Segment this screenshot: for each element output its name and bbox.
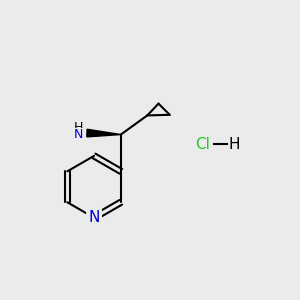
Text: N: N — [88, 210, 100, 225]
Text: N: N — [74, 128, 83, 141]
Polygon shape — [87, 129, 121, 137]
Text: H: H — [74, 121, 83, 134]
Text: H: H — [228, 136, 240, 152]
Text: Cl: Cl — [196, 136, 210, 152]
